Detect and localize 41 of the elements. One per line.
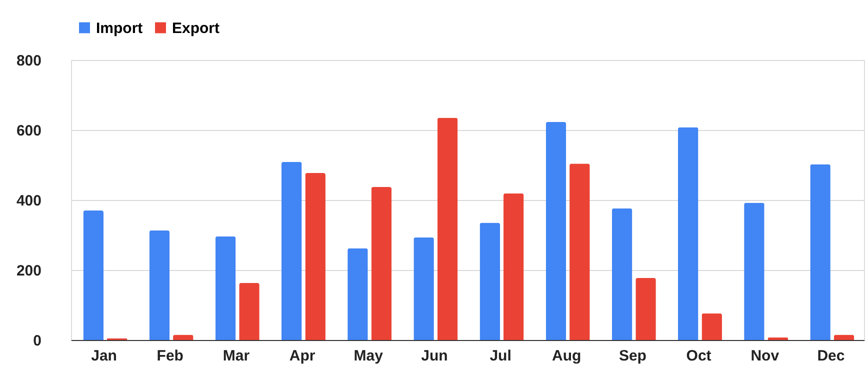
bar [149, 230, 170, 340]
bar [83, 210, 104, 340]
x-tick-label: Aug [552, 348, 582, 364]
bar [348, 248, 368, 340]
bar [834, 334, 854, 340]
bar [437, 118, 458, 340]
y-tick-label: 400 [16, 192, 42, 210]
bar [636, 278, 656, 340]
bar [281, 162, 302, 340]
legend-label: Export [172, 20, 220, 37]
bar [810, 164, 830, 340]
bar [744, 202, 764, 340]
bar [371, 187, 392, 340]
bar [503, 193, 524, 340]
legend-label: Import [96, 20, 143, 37]
y-tick-label: 200 [16, 262, 42, 280]
x-tick-label: Jan [91, 348, 117, 364]
x-tick-label: Mar [222, 348, 250, 364]
bar [305, 173, 326, 340]
bar [702, 313, 722, 340]
bar [480, 222, 500, 340]
bar [239, 282, 260, 340]
x-tick-label: Dec [817, 348, 845, 364]
x-tick-label: Apr [289, 348, 316, 364]
x-tick-label: Feb [156, 348, 184, 364]
bar [546, 122, 566, 340]
y-tick-label: 800 [16, 52, 42, 70]
x-tick-label: Jul [490, 348, 512, 364]
x-tick-label: Sep [618, 348, 646, 364]
x-tick-label: Jun [421, 348, 448, 364]
bar [612, 208, 632, 340]
y-tick-label: 0 [33, 332, 42, 350]
bar [215, 236, 236, 340]
x-tick-label: Oct [686, 348, 712, 364]
y-tick-label: 600 [16, 122, 42, 140]
x-tick-label: May [354, 348, 384, 364]
bar [173, 334, 194, 340]
bar [570, 164, 590, 340]
bar [678, 127, 698, 340]
bar [414, 237, 434, 340]
x-tick-label: Nov [750, 348, 780, 364]
